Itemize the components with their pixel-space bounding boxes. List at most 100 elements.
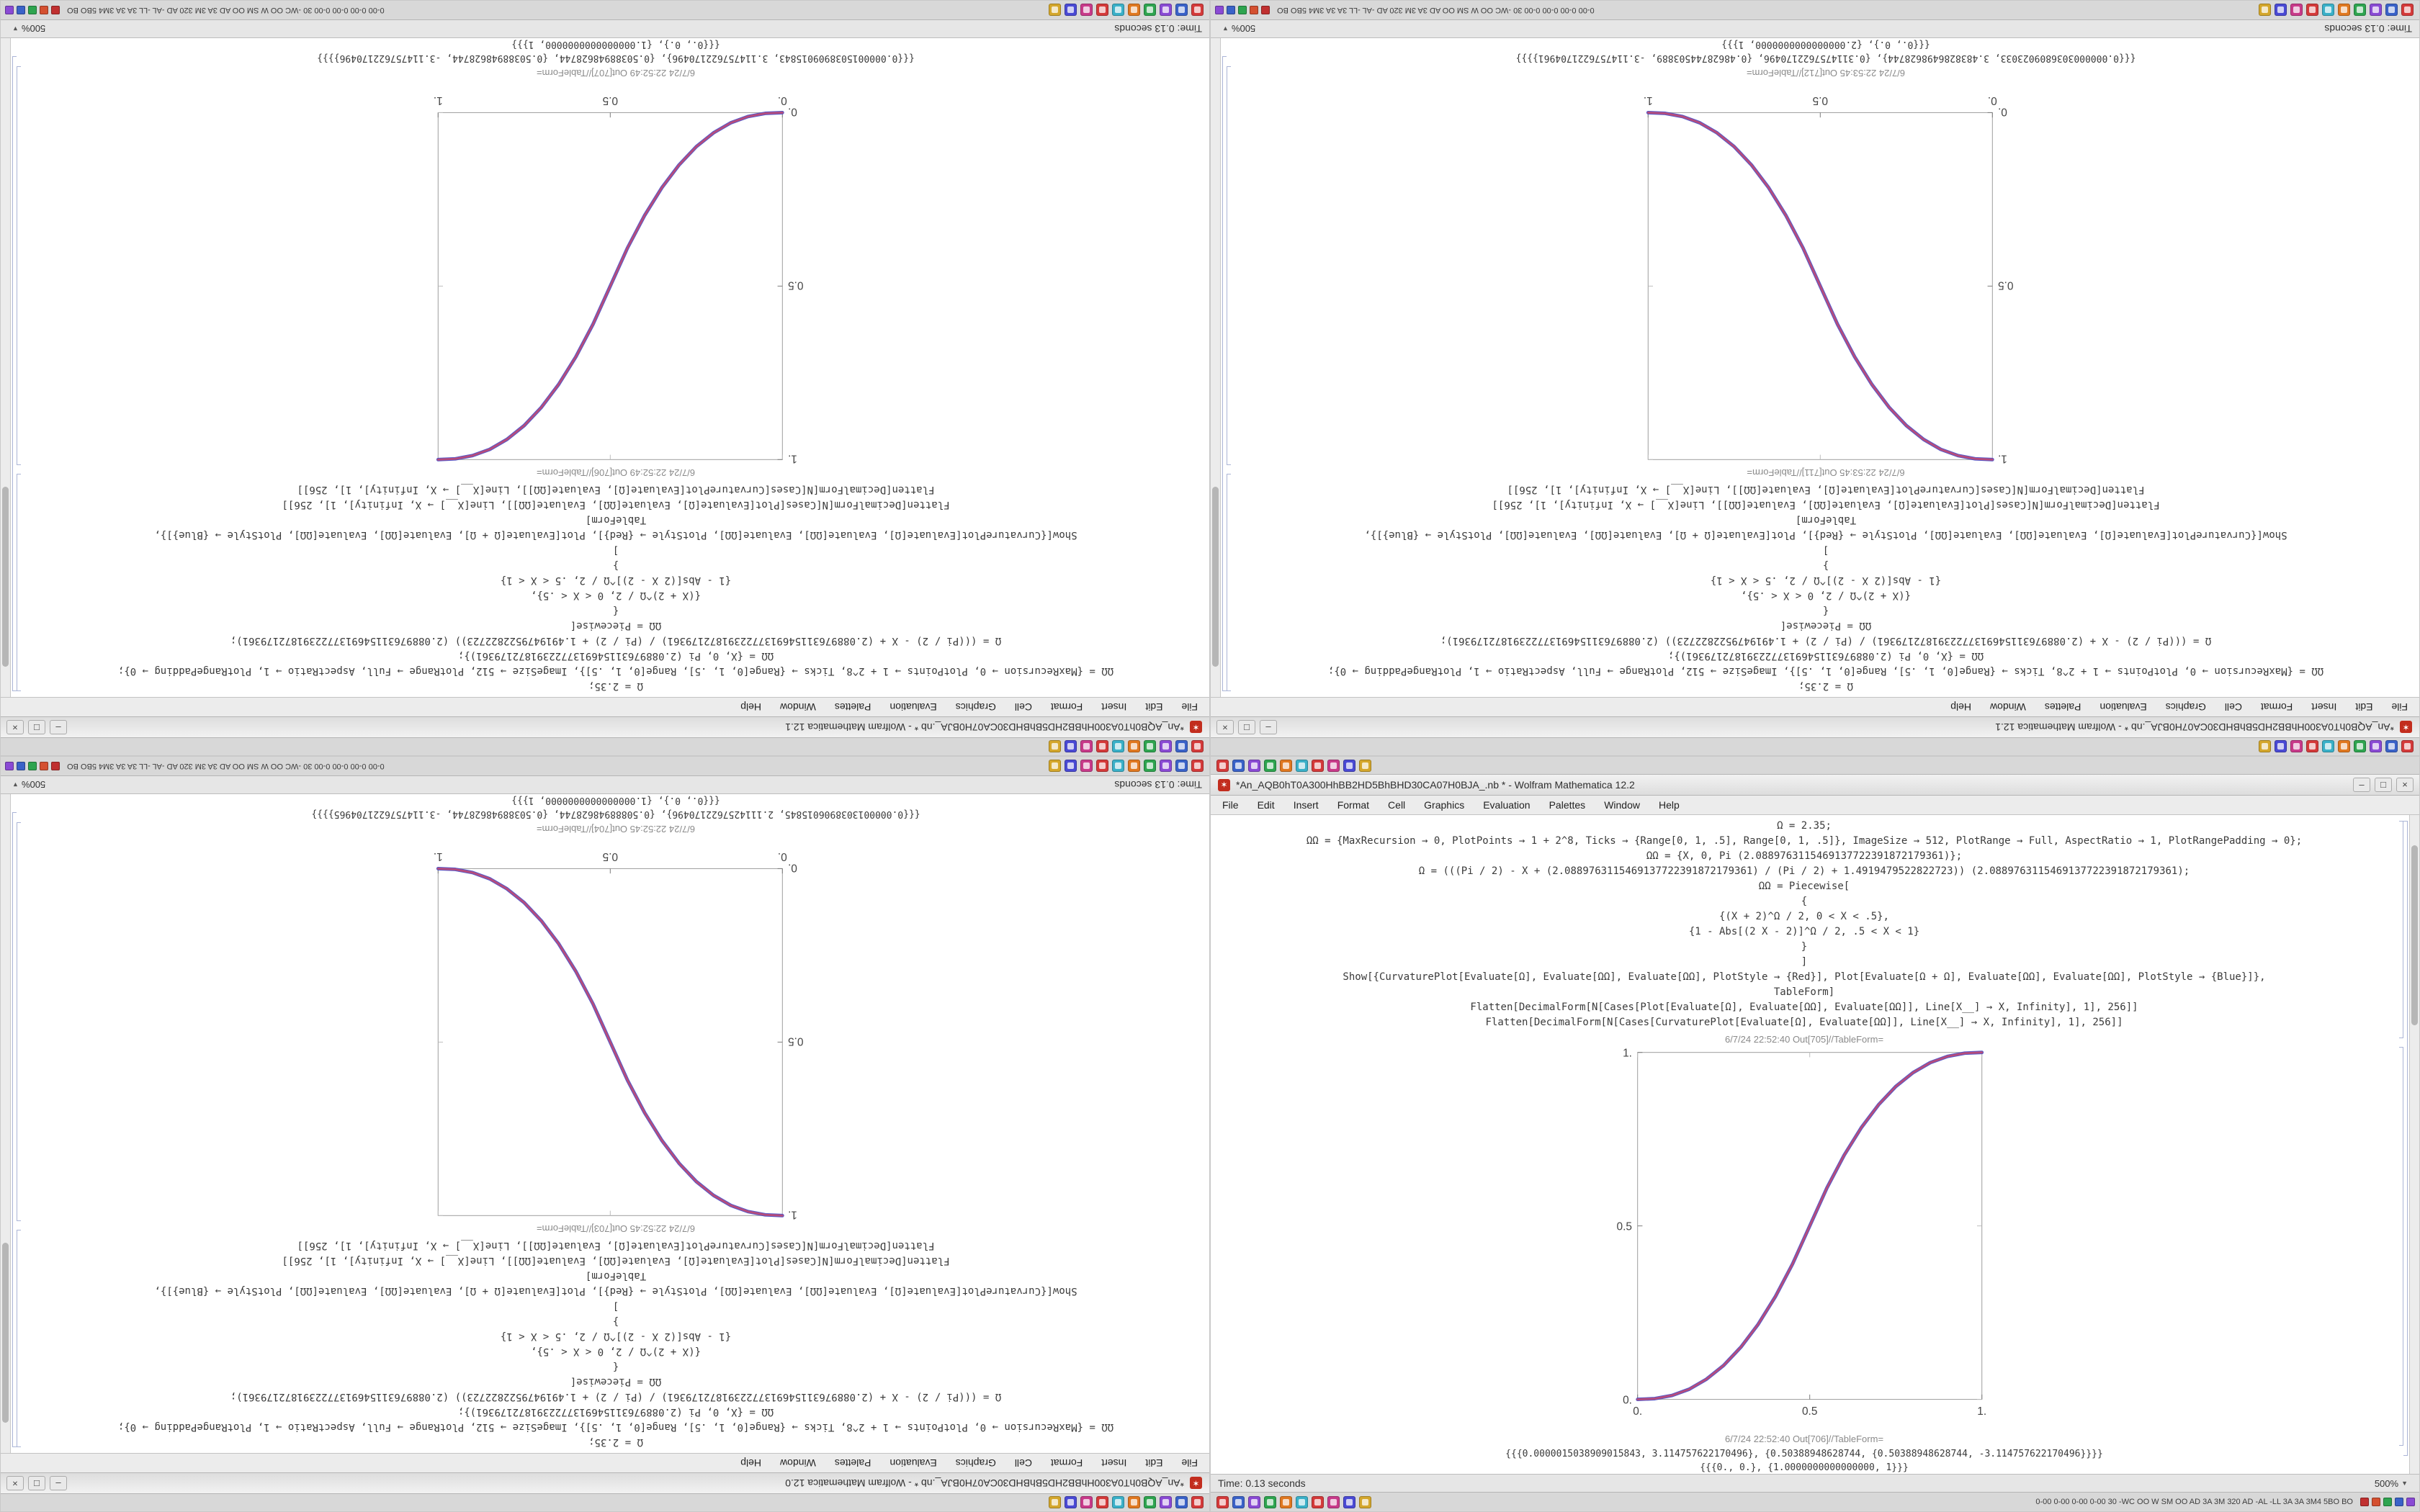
menu-help[interactable]: Help [740,701,762,713]
code-line[interactable]: Ω = 2.35; [1798,680,1853,692]
menu-window[interactable]: Window [780,701,816,713]
app-icon[interactable] [2354,740,2366,753]
menu-file[interactable]: File [1181,1457,1198,1469]
menu-palettes[interactable]: Palettes [834,701,871,713]
code-line[interactable]: Flatten[DecimalForm[N[Cases[Plot[Evaluat… [282,499,950,510]
code-line[interactable]: Flatten[DecimalForm[N[Cases[CurvaturePlo… [297,1240,935,1251]
app-icon[interactable] [2259,740,2271,753]
tray-icon[interactable] [5,762,14,770]
scrollbar-thumb[interactable] [2,487,9,667]
minimize-button[interactable]: ‒ [50,1476,67,1490]
menu-graphics[interactable]: Graphics [2165,701,2206,713]
scrollbar-thumb[interactable] [1212,487,1219,667]
code-line[interactable]: ] [1822,544,1829,556]
input-cell[interactable]: Ω = 2.35; ΩΩ = {MaxRecursion → 0, PlotPoi… [1211,819,2398,1030]
app-icon[interactable] [1112,4,1124,17]
app-icon[interactable] [1096,760,1108,773]
app-icon[interactable] [1144,760,1156,773]
code-line[interactable]: { [612,605,619,616]
menu-window[interactable]: Window [1990,701,2026,713]
menu-cell[interactable]: Cell [1388,799,1406,811]
cell-bracket-input[interactable] [17,1230,21,1447]
tray-icon[interactable] [28,762,37,770]
close-button[interactable]: × [2396,778,2414,792]
cell-bracket-output[interactable] [1227,66,1231,465]
app-icon[interactable] [1065,4,1077,17]
app-icon[interactable] [1216,759,1229,772]
app-icon[interactable] [1248,759,1260,772]
app-icon[interactable] [1049,740,1061,753]
window-titlebar[interactable]: ✶ *An_AQB0hT0A300HhBB2HD5BhBHD30CA07H0BJ… [1211,775,2419,796]
code-line[interactable]: ΩΩ = {X, 0, Pi (2.0889763115469137722391… [1667,650,1984,662]
app-icon[interactable] [2385,4,2398,17]
code-line[interactable]: {(X + 2)^Ω / 2, 0 < X < .5}, [1718,911,1889,922]
notebook-area[interactable]: Ω = 2.35; ΩΩ = {MaxRecursion → 0, PlotPoi… [1,794,1209,1453]
menu-format[interactable]: Format [1050,1457,1083,1469]
app-icon[interactable] [1144,740,1156,753]
input-cell[interactable]: Ω = 2.35; ΩΩ = {MaxRecursion → 0, PlotPoi… [22,482,1209,693]
tray-icon[interactable] [28,6,37,14]
code-line[interactable]: } [612,1315,619,1327]
code-line[interactable]: ΩΩ = Piecewise[ [570,620,662,631]
app-icon[interactable] [1112,740,1124,753]
code-line[interactable]: { [612,1361,619,1372]
cell-bracket-output[interactable] [17,66,21,465]
app-icon[interactable] [1175,4,1188,17]
menu-cell[interactable]: Cell [1014,701,1032,713]
code-line[interactable]: {(X + 2)^Ω / 2, 0 < X < .5}, [531,1346,702,1357]
app-icon[interactable] [1065,740,1077,753]
close-button[interactable]: × [6,1476,24,1490]
app-icon[interactable] [2322,4,2334,17]
menu-evaluation[interactable]: Evaluation [889,701,937,713]
app-icon[interactable] [1175,760,1188,773]
close-button[interactable]: × [1216,720,1234,734]
menu-cell[interactable]: Cell [2224,701,2242,713]
code-line[interactable]: {1 - Abs[(2 X - 2)]^Ω / 2, .5 < X < 1} [1688,926,1920,937]
code-line[interactable]: { [1801,896,1808,907]
code-line[interactable]: Flatten[DecimalForm[N[Cases[CurvaturePlo… [297,484,935,495]
code-line[interactable]: {1 - Abs[(2 X - 2)]^Ω / 2, .5 < X < 1} [500,1331,732,1342]
scrollbar[interactable] [1,38,11,697]
zoom-control[interactable]: 500% ▼ [2375,1478,2408,1489]
tray-icon[interactable] [40,762,48,770]
code-line[interactable]: ] [612,544,619,556]
app-icon[interactable] [1080,740,1093,753]
app-icon[interactable] [1216,1495,1229,1508]
app-icon[interactable] [1128,760,1140,773]
app-icon[interactable] [2290,4,2303,17]
app-icon[interactable] [1112,1496,1124,1509]
app-icon[interactable] [1049,1496,1061,1509]
scrollbar-thumb[interactable] [2411,845,2418,1025]
code-line[interactable]: Flatten[DecimalForm[N[Cases[Plot[Evaluat… [1470,1002,2138,1013]
app-icon[interactable] [1327,1495,1340,1508]
code-line[interactable]: ΩΩ = Piecewise[ [570,1376,662,1387]
cell-bracket-outer[interactable] [2403,821,2408,1456]
cell-bracket-input[interactable] [1227,474,1231,691]
scrollbar[interactable] [2409,815,2419,1474]
tray-icon[interactable] [1261,6,1270,14]
code-line[interactable]: ΩΩ = {MaxRecursion → 0, PlotPoints → 1 +… [1327,665,2324,677]
app-icon[interactable] [2401,740,2414,753]
menu-file[interactable]: File [2391,701,2408,713]
code-line[interactable]: Ω = 2.35; [1777,820,1832,832]
app-icon[interactable] [2338,740,2350,753]
app-icon[interactable] [2322,740,2334,753]
app-icon[interactable] [1232,759,1245,772]
menu-graphics[interactable]: Graphics [955,701,996,713]
menu-format[interactable]: Format [1050,701,1083,713]
code-line[interactable]: Flatten[DecimalForm[N[Cases[Plot[Evaluat… [282,1255,950,1266]
tray-icon[interactable] [2395,1498,2403,1506]
code-line[interactable]: {(X + 2)^Ω / 2, 0 < X < .5}, [531,590,702,601]
menu-palettes[interactable]: Palettes [1549,799,1586,811]
menu-help[interactable]: Help [1658,799,1680,811]
app-icon[interactable] [1160,760,1172,773]
app-icon[interactable] [1343,1495,1355,1508]
tray-icon[interactable] [17,762,25,770]
code-line[interactable]: ΩΩ = Piecewise[ [1758,881,1850,892]
tray-icon[interactable] [2406,1498,2415,1506]
code-line[interactable]: Show[{CurvaturePlot[Evaluate[Ω], Evaluat… [1343,971,2266,983]
maximize-button[interactable]: □ [1238,720,1255,734]
scrollbar[interactable] [1211,38,1221,697]
menu-format[interactable]: Format [1337,799,1370,811]
code-line[interactable]: {1 - Abs[(2 X - 2)]^Ω / 2, .5 < X < 1} [500,575,732,586]
